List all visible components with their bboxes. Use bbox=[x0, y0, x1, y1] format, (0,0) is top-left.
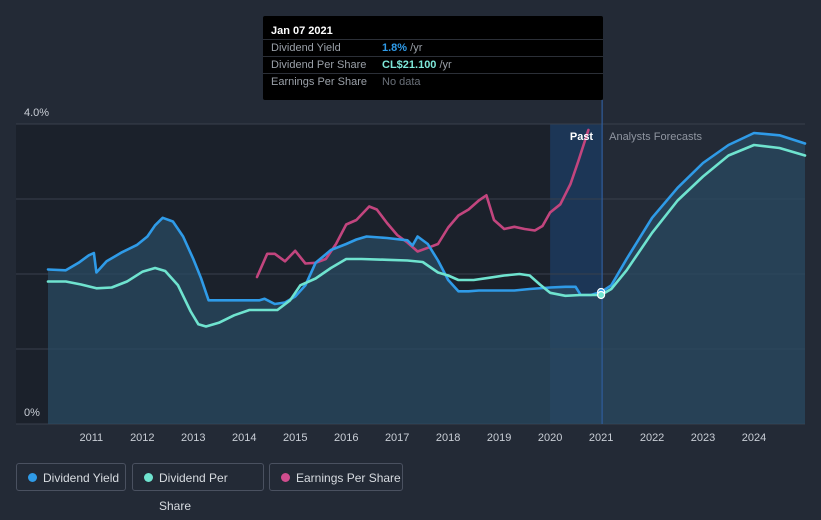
x-tick-label: 2014 bbox=[232, 432, 256, 444]
tooltip-row-dividend-per-share: Dividend Per Share CL$21.100 /yr bbox=[263, 56, 603, 74]
x-tick-label: 2017 bbox=[385, 432, 409, 444]
dividend-yield-area bbox=[48, 133, 805, 424]
x-tick-label: 2024 bbox=[742, 432, 766, 444]
tooltip-unit: /yr bbox=[436, 59, 452, 71]
x-tick-label: 2016 bbox=[334, 432, 358, 444]
legend-label: Dividend Yield bbox=[43, 471, 120, 485]
tooltip-value: 1.8% bbox=[382, 42, 408, 54]
x-tick-label: 2015 bbox=[283, 432, 307, 444]
y-tick-label: 0% bbox=[24, 407, 40, 419]
tooltip-value: CL$21.100 bbox=[382, 59, 437, 71]
x-tick-label: 2020 bbox=[538, 432, 562, 444]
legend-dividend-per-share[interactable]: Dividend Per Share bbox=[132, 463, 264, 513]
y-tick-label: 4.0% bbox=[24, 107, 49, 119]
x-tick-label: 2023 bbox=[691, 432, 715, 444]
dividend-chart: Past Analysts Forecasts 4.0%0% 2011 2012 2… bbox=[16, 100, 807, 444]
tooltip-row-dividend-yield: Dividend Yield 1.8% /yr bbox=[263, 39, 603, 57]
series-lines bbox=[46, 128, 807, 328]
x-axis-labels: 2011 2012 2013 2014 2015 2016 2017 2018 2019 2020… bbox=[80, 432, 767, 444]
legend-dot-icon bbox=[28, 473, 37, 482]
x-tick-label: 2022 bbox=[640, 432, 664, 444]
tooltip-value-yield: 1.8% /yr bbox=[382, 40, 422, 57]
hover-markers bbox=[596, 287, 606, 300]
forecast-label: Analysts Forecasts bbox=[609, 131, 702, 143]
x-tick-label: 2012 bbox=[130, 432, 154, 444]
x-tick-label: 2013 bbox=[181, 432, 205, 444]
tooltip-label: Dividend Per Share bbox=[271, 59, 367, 71]
x-tick-label: 2021 bbox=[589, 432, 613, 444]
tooltip-value-eps: No data bbox=[382, 74, 421, 91]
legend-earnings-per-share[interactable]: Earnings Per Share bbox=[269, 463, 403, 491]
tooltip-date: Jan 07 2021 bbox=[271, 25, 333, 37]
x-tick-label: 2011 bbox=[80, 432, 104, 444]
past-label: Past bbox=[570, 131, 594, 143]
dividend-per-share-line bbox=[46, 143, 807, 328]
legend-dot-icon bbox=[144, 473, 153, 482]
dividend-yield-line bbox=[46, 131, 807, 306]
dividend-per-share-marker bbox=[596, 290, 606, 300]
earnings-per-share-line bbox=[255, 128, 590, 279]
legend-dividend-yield[interactable]: Dividend Yield bbox=[16, 463, 126, 491]
tooltip-label: Earnings Per Share bbox=[271, 76, 367, 88]
tooltip-value: No data bbox=[382, 76, 421, 88]
tooltip-label: Dividend Yield bbox=[271, 42, 341, 54]
tooltip: Jan 07 2021 Dividend Yield 1.8% /yr Divi… bbox=[263, 16, 603, 100]
legend-dot-icon bbox=[281, 473, 290, 482]
tooltip-unit: /yr bbox=[407, 42, 423, 54]
tooltip-row-earnings-per-share: Earnings Per Share No data bbox=[263, 73, 603, 91]
x-tick-label: 2018 bbox=[436, 432, 460, 444]
tooltip-value-dps: CL$21.100 /yr bbox=[382, 57, 452, 74]
x-tick-label: 2019 bbox=[487, 432, 511, 444]
legend-label: Earnings Per Share bbox=[296, 471, 401, 485]
y-axis-labels: 4.0% 0% bbox=[24, 107, 49, 419]
